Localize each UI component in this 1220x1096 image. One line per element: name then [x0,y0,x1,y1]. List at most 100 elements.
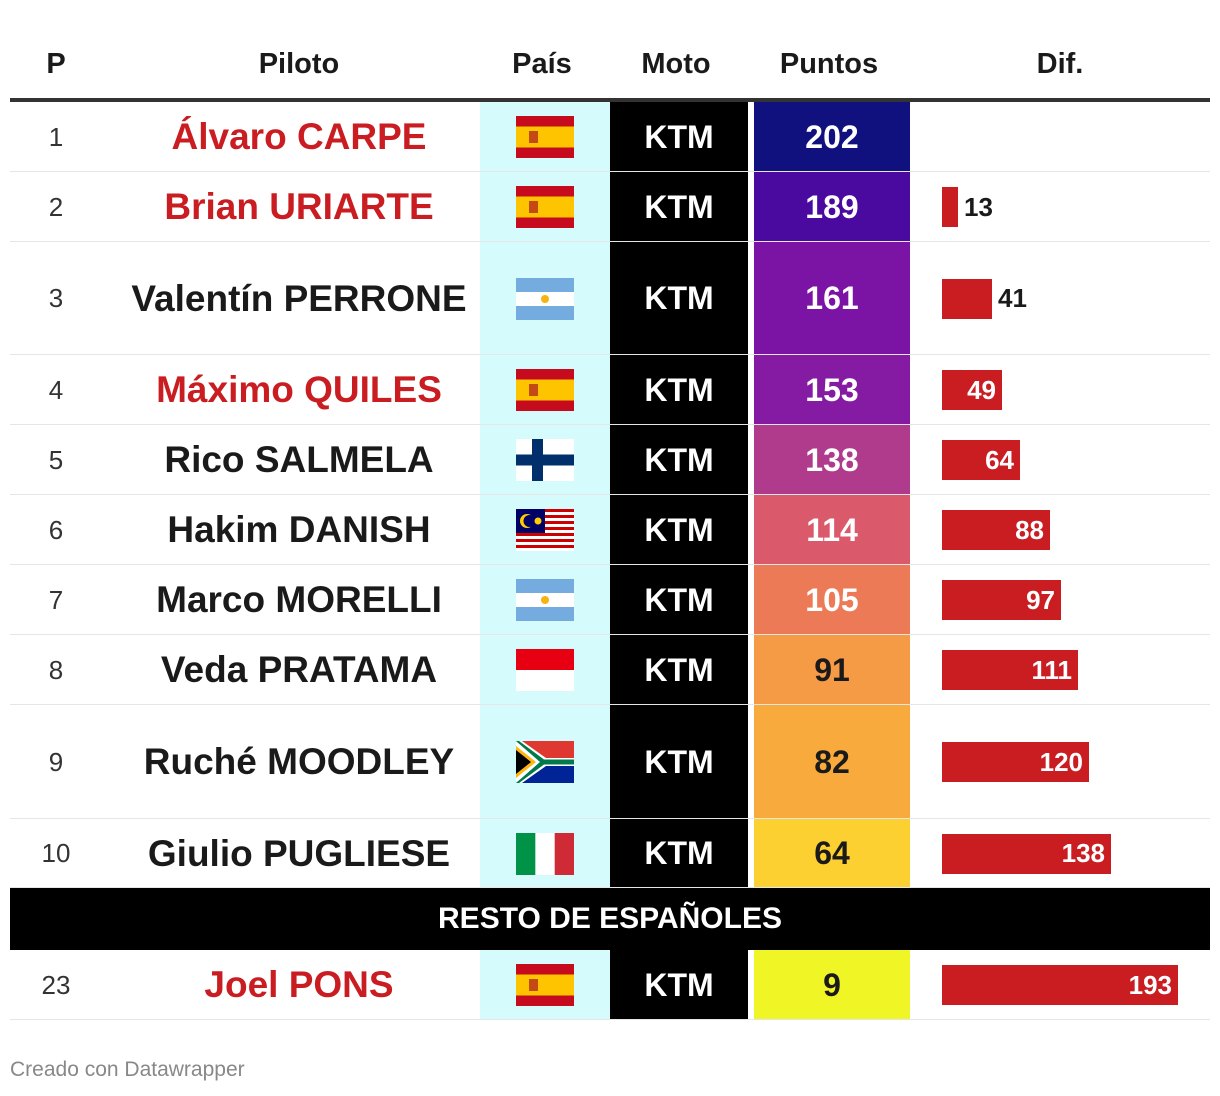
position-cell: 8 [48,654,64,685]
points-cell: 114 [754,495,910,565]
indonesia-flag-icon [516,649,574,691]
row-divider [10,818,1210,819]
malaysia-flag-icon [516,509,574,551]
table-row: 3 Valentín PERRONE KTM 161 41 [0,242,1220,355]
pilot-name: Giulio PUGLIESE [147,832,451,874]
header-rule [10,98,1210,102]
points-cell: 161 [754,242,910,355]
points-cell: 202 [754,102,910,172]
dif-cell: 13 [942,172,1210,242]
header-moto: Moto [641,48,711,80]
pilot-name: Marco MORELLI [156,579,442,620]
country-cell [480,950,610,1020]
position-cell: 10 [41,838,71,868]
spain-flag-icon [516,186,574,228]
dif-cell: 97 [942,565,1210,635]
dif-bar [942,278,992,319]
dif-cell: 64 [942,425,1210,495]
position-cell: 7 [48,584,64,615]
finland-flag-icon [516,439,574,481]
country-cell [480,635,610,705]
country-cell [480,242,610,355]
header-pos: P [46,48,66,80]
pilot-name: Álvaro CARPE [171,116,427,157]
row-divider [10,354,1210,355]
country-cell [480,819,610,888]
moto-cell: KTM [644,280,714,316]
country-cell [480,565,610,635]
table-row: 1 Álvaro CARPE KTM 202 [0,102,1220,172]
dif-bar [942,187,958,227]
table-row: 9 Ruché MOODLEY KTM 82 120 [0,705,1220,819]
spain-flag-icon [516,369,574,411]
dif-cell: 193 [942,950,1210,1020]
dif-label: 88 [1015,514,1044,545]
spain-flag-icon [516,964,574,1006]
dif-cell [942,102,1210,172]
position-cell: 5 [48,444,64,475]
moto-cell: KTM [644,743,714,780]
points-cell: 189 [754,172,910,242]
row-divider [10,564,1210,565]
moto-cell: KTM [644,511,714,548]
dif-bar: 138 [942,833,1111,874]
header-dif: Dif. [1036,48,1084,80]
spain-flag-icon [516,116,574,158]
points-cell: 153 [754,355,910,425]
table-row: 8 Veda PRATAMA KTM 91 111 [0,635,1220,705]
pilot-name: Ruché MOODLEY [143,741,455,782]
dif-label: 97 [1026,584,1055,615]
table-row: 4 Máximo QUILES KTM 153 49 [0,355,1220,425]
dif-bar: 64 [942,440,1020,480]
moto-cell: KTM [644,651,714,688]
italy-flag-icon [516,832,574,875]
section-banner: RESTO DE ESPAÑOLES [10,888,1210,950]
moto-cell: KTM [644,441,714,478]
country-cell [480,172,610,242]
dif-label: 120 [1039,746,1083,777]
moto-cell: KTM [644,371,714,408]
pilot-name: Brian URIARTE [164,186,434,227]
row-divider [10,424,1210,425]
moto-cell: KTM [644,835,714,871]
dif-bar: 49 [942,370,1002,410]
pilot-name: Hakim DANISH [167,509,431,550]
row-divider [10,887,1210,888]
row-divider [10,634,1210,635]
points-cell: 64 [754,819,910,888]
position-cell: 6 [48,514,64,545]
points-cell: 82 [754,705,910,819]
header-pilot: Piloto [258,48,340,80]
pilot-name: Valentín PERRONE [131,277,467,319]
table-row: 6 Hakim DANISH KTM 114 88 [0,495,1220,565]
dif-label: 13 [964,191,993,222]
dif-label: 111 [1031,654,1072,685]
position-cell: 1 [48,121,64,152]
country-cell [480,102,610,172]
position-cell: 23 [41,969,71,1000]
dif-bar: 88 [942,510,1050,550]
pilot-name: Rico SALMELA [164,439,434,480]
country-cell [480,355,610,425]
table-row: 10 Giulio PUGLIESE KTM 64 138 [0,819,1220,888]
argentina-flag-icon [516,579,574,621]
pilot-name: Joel PONS [204,964,394,1005]
dif-bar: 97 [942,580,1061,620]
position-cell: 4 [48,374,64,405]
moto-cell: KTM [644,118,714,155]
table-row: 2 Brian URIARTE KTM 189 13 [0,172,1220,242]
argentina-flag-icon [516,277,574,320]
dif-label: 41 [998,283,1027,313]
dif-label: 138 [1061,838,1105,868]
table-row: 23 Joel PONS KTM 9 193 [0,950,1220,1020]
moto-cell: KTM [644,966,714,1003]
position-cell: 9 [48,746,64,777]
dif-label: 64 [985,444,1014,475]
footer-credit: Creado con Datawrapper [10,1058,245,1081]
moto-cell: KTM [644,581,714,618]
points-cell: 138 [754,425,910,495]
dif-cell: 49 [942,355,1210,425]
header-points: Puntos [779,48,879,80]
dif-cell: 41 [942,242,1210,355]
table-row: 5 Rico SALMELA KTM 138 64 [0,425,1220,495]
